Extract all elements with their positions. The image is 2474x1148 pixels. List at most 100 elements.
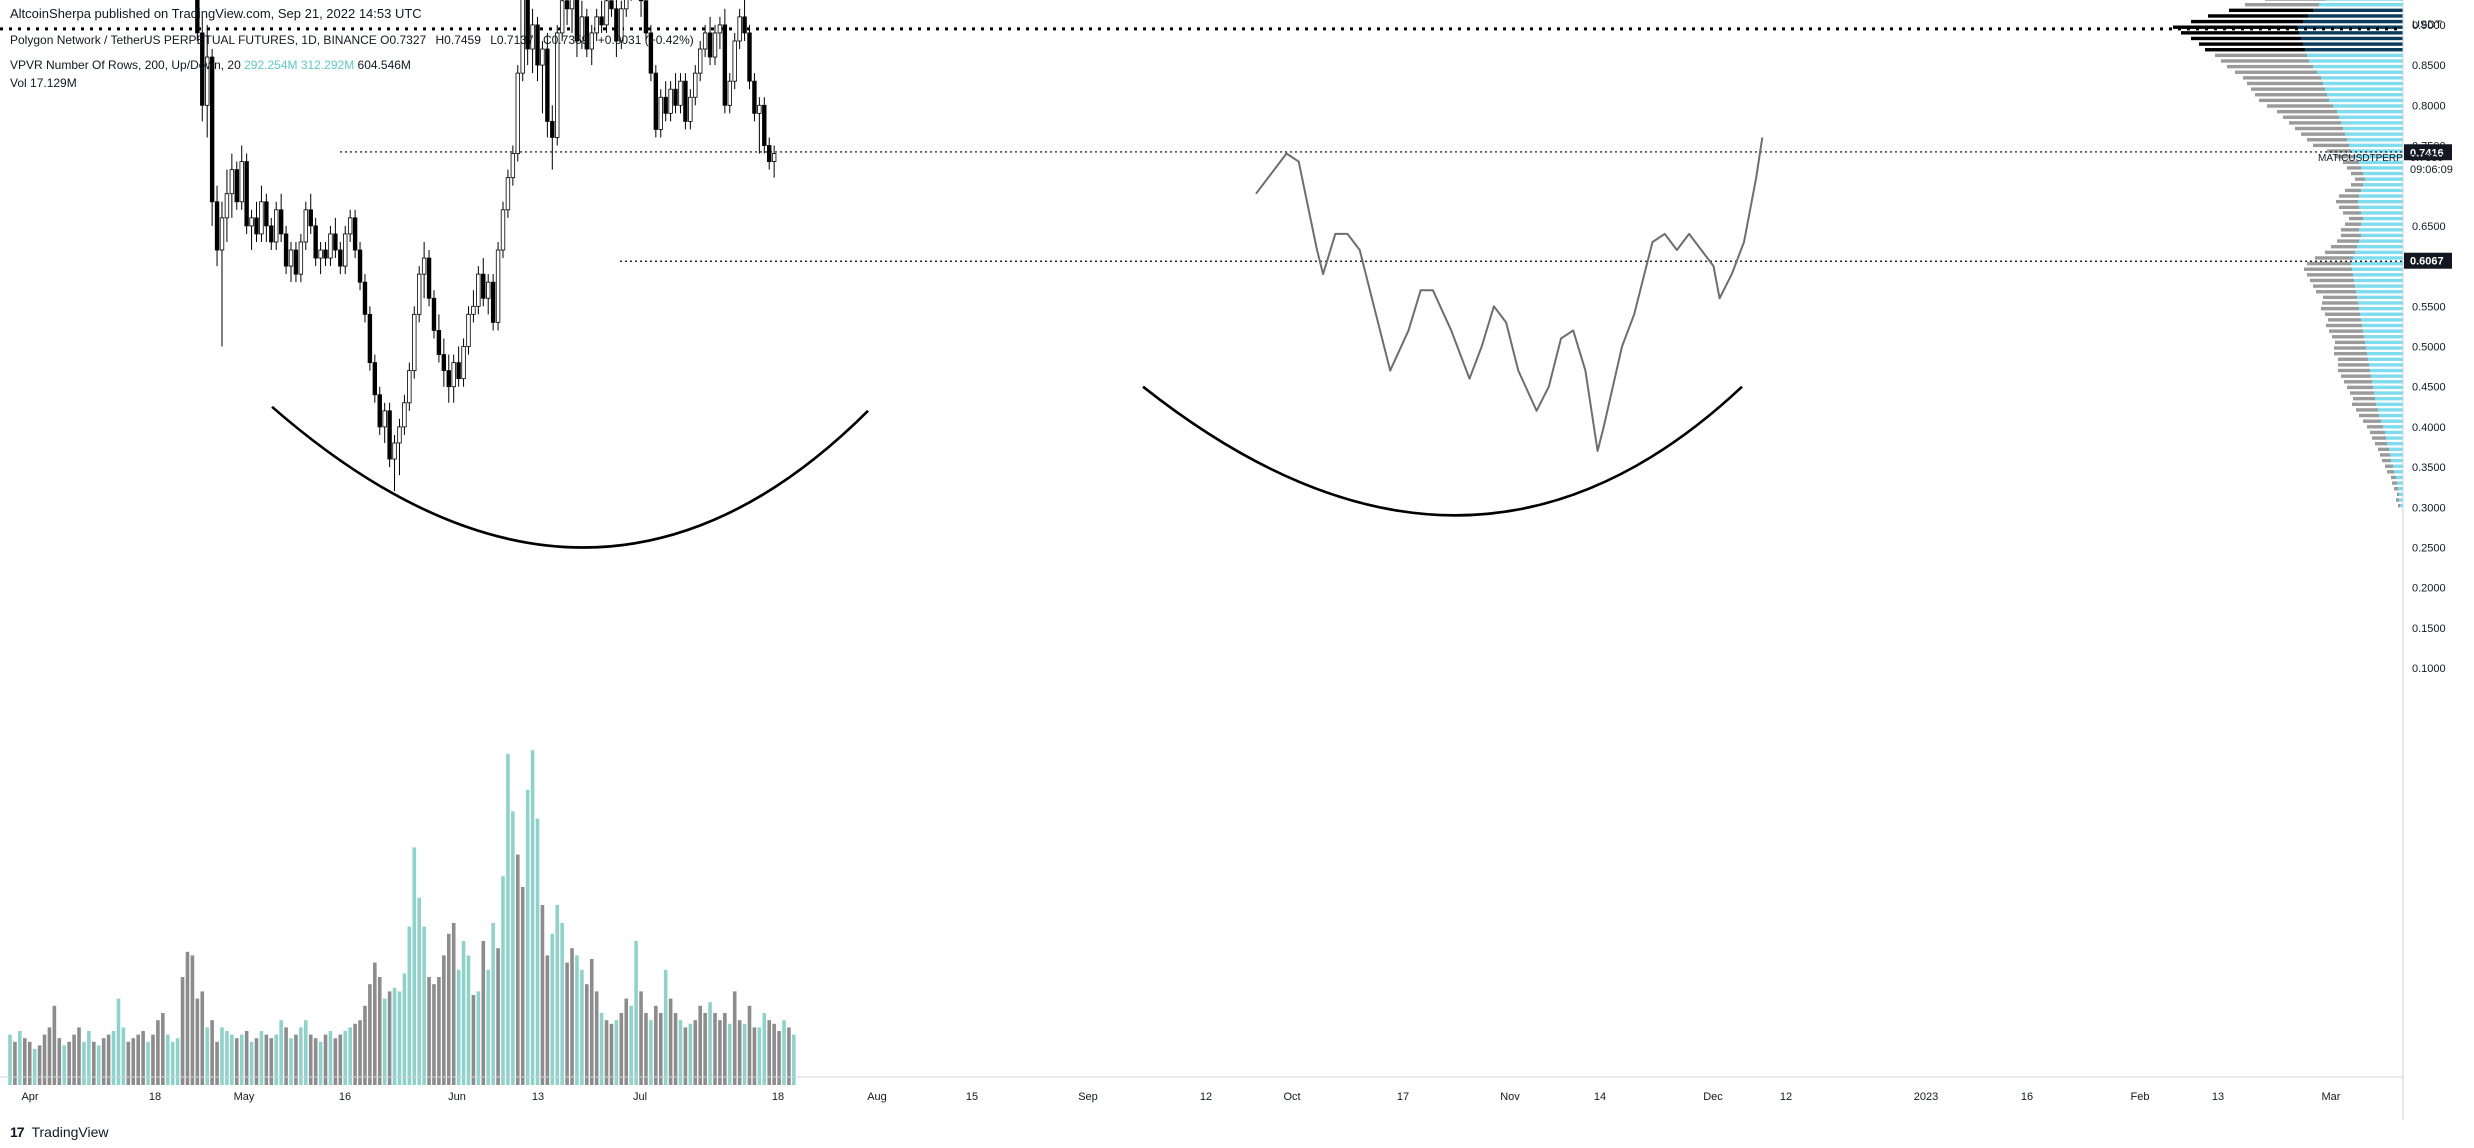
close-value: C0.7359 [542,33,589,47]
candle-body [737,16,742,42]
vp-row-down [2325,312,2360,316]
vp-row-down [2334,351,2367,356]
candle-body [486,281,491,299]
vp-row-down [2344,380,2372,384]
vp-row-up [2363,183,2403,187]
volume-bar [629,1005,633,1085]
volume-bar [96,1045,101,1085]
volume-bar [239,1034,244,1085]
candle-body [678,80,683,106]
ohlc-values: O0.7327 H0.7459 L0.7137 C0.7359 +0.0031 … [380,33,700,47]
volume-bar [47,1027,52,1085]
vp-row-down [2295,126,2343,131]
vp-row-down [2265,0,2325,1]
volume-bar [407,926,412,1085]
candle-body [372,362,378,396]
volume-bar [678,1020,683,1085]
vp-row-up [2367,351,2403,356]
volume-profile [2173,0,2403,508]
volume-bar [156,1020,160,1085]
volume-bar [446,933,451,1085]
vp-row-down [2289,121,2341,125]
volume-bar [787,1027,791,1085]
price-tick-label: 0.8000 [2412,100,2446,112]
price-tick-label: 0.3500 [2412,462,2446,474]
vp-row-up [2313,64,2403,69]
candle-body [338,249,343,267]
low-value: L0.7137 [490,33,534,47]
vp-row-up [2345,132,2403,136]
volume-bar [609,1023,614,1085]
volume-bar [540,905,545,1085]
time-tick-label: 13 [532,1091,544,1103]
candle-body [540,48,545,66]
candle-body [200,32,205,106]
vpvr-settings[interactable]: VPVR Number Of Rows, 200, Up/Down, 20 [10,58,241,72]
price-tick-label: 0.2500 [2412,543,2446,555]
vp-row-down [2341,233,2361,238]
price-badge-label: 0.6067 [2410,256,2444,268]
vp-row-down [2341,228,2359,232]
vp-row-up [2361,211,2403,215]
vp-row-down [2398,503,2400,508]
candle-body [323,249,328,259]
volume-bar [318,1041,323,1085]
time-tick-label: 14 [1594,1091,1606,1103]
vp-row-up [2303,19,2403,24]
vp-row-down [2341,374,2371,378]
volume-bar [727,1023,732,1085]
volume-legend[interactable]: Vol 17.129M [10,76,77,90]
volume-bar [575,955,579,1085]
volume-value: Vol 17.129M [10,76,77,90]
vp-row-down [2355,177,2365,181]
vpvr-legend[interactable]: VPVR Number Of Rows, 200, Up/Down, 20 29… [10,58,411,72]
vp-row-up [2387,441,2403,446]
vp-row-down [2247,81,2323,86]
volume-bar [412,847,417,1085]
vp-row-up [2337,109,2403,114]
vp-row-up [2329,98,2403,103]
vp-row-down [2396,498,2399,502]
vp-row-up [2359,239,2403,243]
candle-body [584,16,590,50]
tradingview-logo[interactable]: 17 TradingView [10,1124,109,1140]
vp-row-down [2372,436,2386,440]
volume-bar [397,991,402,1085]
candle-body [614,8,619,42]
symbol-line[interactable]: Polygon Network / TetherUS PERPETUAL FUT… [10,33,700,47]
vp-row-down [2322,301,2358,305]
vp-row-up [2365,340,2403,345]
volume-bar [481,941,486,1085]
candle-body [288,249,294,267]
vp-row-down [2328,318,2361,322]
vp-row-down [2227,64,2313,69]
vpvr-total-volume: 604.546M [357,58,411,72]
time-tick-label: 15 [966,1091,978,1103]
volume-bar [688,1023,693,1085]
volume-bar [165,1034,170,1085]
vp-row-down [2310,278,2354,283]
candle-body [249,217,254,227]
candle-body [426,257,432,299]
volume-bar [195,998,200,1085]
vp-row-up [2376,402,2403,406]
volume-bar [594,991,599,1085]
vp-row-up [2400,503,2403,508]
candle-body [421,257,427,275]
vp-row-up [2361,222,2403,226]
candle-body [643,0,649,34]
volume-bar [87,1031,91,1085]
symbol-name[interactable]: Polygon Network / TetherUS PERPETUAL FUT… [10,33,377,47]
vp-row-down [2351,171,2363,176]
vp-row-up [2389,447,2403,452]
volume-bar [471,995,476,1085]
volume-bars [8,750,796,1085]
candle-body [609,0,614,10]
volume-bar [792,1034,796,1085]
volume-bar [333,1038,338,1085]
volume-bar [185,951,190,1085]
vp-row-up [2359,306,2403,311]
volume-bar [358,1020,362,1085]
vp-row-up [2363,171,2403,176]
